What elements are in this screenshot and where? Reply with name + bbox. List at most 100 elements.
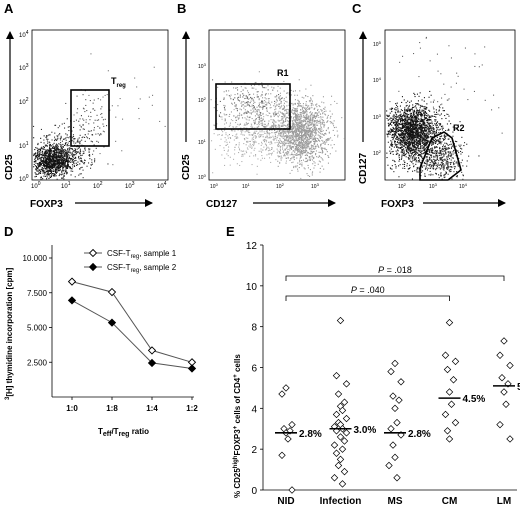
event-dot [272,135,274,137]
event-dot [293,165,295,167]
event-dot [33,161,35,163]
event-dot [60,147,62,149]
event-dot [64,153,66,155]
event-dot [418,125,420,127]
event-dot [403,140,405,142]
event-dot [416,127,418,129]
event-dot [221,129,223,131]
event-dot [305,105,307,107]
event-dot [38,169,40,171]
event-dot [35,155,37,157]
event-dot [46,136,48,138]
event-dot [226,153,228,155]
event-dot [432,115,434,117]
event-dot [235,122,237,124]
event-dot [240,133,242,135]
event-dot [303,127,305,129]
event-dot [66,160,68,162]
event-dot [277,126,279,128]
event-dot [405,143,407,145]
event-dot [301,149,303,151]
event-dot [281,142,283,144]
event-dot [247,98,249,100]
event-dot [437,126,439,128]
event-dot [94,119,96,121]
event-dot [41,150,43,152]
event-dot [397,136,399,138]
event-dot [300,156,302,158]
event-dot [259,134,261,136]
event-dot [246,123,248,125]
event-dot [418,127,420,129]
event-dot [296,146,298,148]
event-dot [291,136,293,138]
event-dot [425,143,427,145]
event-dot [297,138,299,140]
event-dot [314,120,316,122]
event-dot [400,141,402,143]
event-dot [283,104,285,106]
event-dot [243,124,245,126]
event-dot [37,149,39,151]
event-dot [286,152,288,154]
event-dot [405,137,407,139]
event-dot [54,149,56,151]
event-dot [311,102,313,104]
event-dot [432,124,434,126]
event-dot [313,167,315,169]
event-dot [227,149,229,151]
event-dot [283,124,285,126]
event-dot [258,150,260,152]
event-dot [431,136,433,138]
event-dot [281,132,283,134]
event-dot [79,134,81,136]
event-dot [91,159,93,161]
event-dot [243,112,245,114]
event-dot [286,137,288,139]
event-dot [273,124,275,126]
event-dot [60,163,62,165]
event-dot [65,133,67,135]
event-dot [278,105,280,107]
event-dot [33,166,35,168]
event-dot [241,155,243,157]
event-dot [34,172,36,174]
event-dot [257,91,259,93]
event-dot [223,147,225,149]
event-dot [43,152,45,154]
event-dot [279,162,281,164]
event-dot [423,122,425,124]
event-dot [264,139,266,141]
event-dot [307,142,309,144]
event-dot [309,118,311,120]
event-dot [235,87,237,89]
event-dot [79,129,81,131]
event-dot [309,120,311,122]
event-dot [292,127,294,129]
event-dot [278,120,280,122]
event-dot [299,127,301,129]
event-dot [70,157,72,159]
event-dot [247,111,249,113]
event-dot [309,130,311,132]
event-dot [46,171,48,173]
event-dot [292,110,294,112]
event-dot [218,114,220,116]
event-dot [40,149,42,151]
event-dot [52,166,54,168]
event-dot [79,140,81,142]
event-dot [313,143,315,145]
event-dot [333,144,335,146]
event-dot [65,143,67,145]
event-dot [271,132,273,134]
event-dot [62,176,64,178]
event-dot [290,131,292,133]
event-dot [69,154,71,156]
event-dot [281,136,283,138]
event-dot [252,105,254,107]
event-dot [44,173,46,175]
event-dot [292,135,294,137]
event-dot [46,145,48,147]
event-dot [327,120,329,122]
event-dot [306,173,308,175]
